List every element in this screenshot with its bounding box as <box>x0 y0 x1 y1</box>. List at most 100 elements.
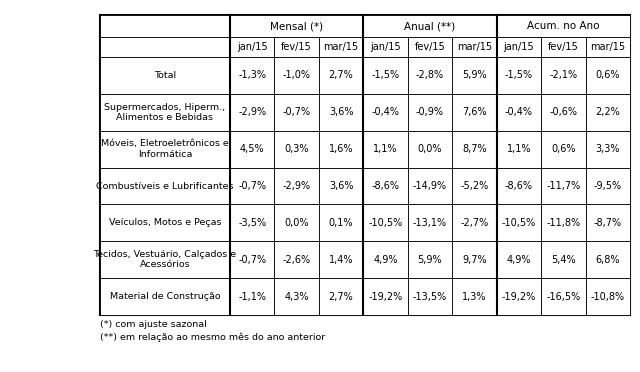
Bar <box>541 131 586 167</box>
Bar <box>100 278 230 315</box>
Bar <box>541 57 586 94</box>
Bar <box>364 167 408 205</box>
Bar <box>408 94 452 131</box>
Text: 0,6%: 0,6% <box>551 144 575 154</box>
Text: 8,7%: 8,7% <box>462 144 487 154</box>
Bar <box>319 131 364 167</box>
Text: 0,0%: 0,0% <box>284 218 309 228</box>
Text: jan/15: jan/15 <box>371 42 401 52</box>
Text: Tecidos, Vestuário, Calçados e
Acessórios: Tecidos, Vestuário, Calçados e Acessório… <box>93 250 237 269</box>
Bar <box>408 167 452 205</box>
Text: 2,7%: 2,7% <box>329 70 353 80</box>
Text: 2,7%: 2,7% <box>329 292 353 302</box>
Text: (*) com ajuste sazonal: (*) com ajuste sazonal <box>100 320 207 329</box>
Text: 0,3%: 0,3% <box>284 144 309 154</box>
Bar <box>497 37 541 57</box>
Text: Material de Construção: Material de Construção <box>109 292 220 301</box>
Text: Combustíveis e Lubrificantes: Combustíveis e Lubrificantes <box>96 182 234 190</box>
Text: -16,5%: -16,5% <box>546 292 580 302</box>
Bar <box>452 205 497 241</box>
Text: -1,5%: -1,5% <box>371 70 399 80</box>
Text: 5,9%: 5,9% <box>462 70 487 80</box>
Bar <box>497 57 541 94</box>
Bar <box>364 205 408 241</box>
Bar <box>319 37 364 57</box>
Text: 3,6%: 3,6% <box>329 107 353 117</box>
Bar <box>541 278 586 315</box>
Text: 2,2%: 2,2% <box>595 107 620 117</box>
Bar <box>319 167 364 205</box>
Bar <box>100 37 230 57</box>
Text: -10,8%: -10,8% <box>591 292 625 302</box>
Text: 4,5%: 4,5% <box>240 144 264 154</box>
Text: -1,3%: -1,3% <box>238 70 266 80</box>
Text: 1,4%: 1,4% <box>329 255 353 265</box>
Bar <box>452 167 497 205</box>
Text: -2,1%: -2,1% <box>549 70 577 80</box>
Text: 1,1%: 1,1% <box>373 144 398 154</box>
Bar <box>408 57 452 94</box>
Bar <box>230 205 275 241</box>
Bar <box>100 57 230 94</box>
Bar <box>586 131 630 167</box>
Bar <box>100 15 630 315</box>
Bar <box>497 205 541 241</box>
Bar <box>100 241 230 278</box>
Text: fev/15: fev/15 <box>415 42 445 52</box>
Text: 6,8%: 6,8% <box>596 255 620 265</box>
Bar <box>364 15 497 37</box>
Bar <box>364 94 408 131</box>
Bar <box>100 15 230 37</box>
Bar <box>497 15 630 37</box>
Text: Acum. no Ano: Acum. no Ano <box>527 21 600 31</box>
Bar <box>364 131 408 167</box>
Text: 3,3%: 3,3% <box>596 144 620 154</box>
Bar <box>319 278 364 315</box>
Bar <box>275 205 319 241</box>
Text: -11,7%: -11,7% <box>546 181 580 191</box>
Text: Total: Total <box>154 71 176 80</box>
Bar <box>275 167 319 205</box>
Text: -13,1%: -13,1% <box>413 218 447 228</box>
Text: Mensal (*): Mensal (*) <box>270 21 323 31</box>
Text: jan/15: jan/15 <box>237 42 268 52</box>
Text: -5,2%: -5,2% <box>460 181 488 191</box>
Text: -19,2%: -19,2% <box>369 292 403 302</box>
Text: (**) em relação ao mesmo mês do ano anterior: (**) em relação ao mesmo mês do ano ante… <box>100 333 325 343</box>
Bar <box>541 205 586 241</box>
Text: 1,6%: 1,6% <box>329 144 353 154</box>
Bar <box>364 57 408 94</box>
Bar <box>586 278 630 315</box>
Bar <box>452 131 497 167</box>
Text: -11,8%: -11,8% <box>547 218 580 228</box>
Bar <box>497 278 541 315</box>
Bar <box>319 94 364 131</box>
Text: 7,6%: 7,6% <box>462 107 487 117</box>
Text: -0,4%: -0,4% <box>372 107 399 117</box>
Text: 3,6%: 3,6% <box>329 181 353 191</box>
Bar <box>497 241 541 278</box>
Text: 5,4%: 5,4% <box>551 255 575 265</box>
Bar <box>452 57 497 94</box>
Text: Veículos, Motos e Peças: Veículos, Motos e Peças <box>109 218 221 227</box>
Bar <box>408 205 452 241</box>
Text: -0,7%: -0,7% <box>283 107 311 117</box>
Bar <box>586 167 630 205</box>
Bar <box>452 94 497 131</box>
Bar <box>230 167 275 205</box>
Text: -0,7%: -0,7% <box>238 255 266 265</box>
Text: 1,1%: 1,1% <box>507 144 531 154</box>
Bar <box>408 241 452 278</box>
Bar <box>408 37 452 57</box>
Bar <box>586 205 630 241</box>
Bar <box>452 37 497 57</box>
Bar <box>100 167 230 205</box>
Text: Móveis, Eletroeletrônicos e
Informática: Móveis, Eletroeletrônicos e Informática <box>101 140 229 159</box>
Bar <box>364 37 408 57</box>
Bar <box>319 241 364 278</box>
Bar <box>541 94 586 131</box>
Bar <box>230 94 275 131</box>
Text: -0,7%: -0,7% <box>238 181 266 191</box>
Bar <box>541 241 586 278</box>
Text: -8,7%: -8,7% <box>594 218 622 228</box>
